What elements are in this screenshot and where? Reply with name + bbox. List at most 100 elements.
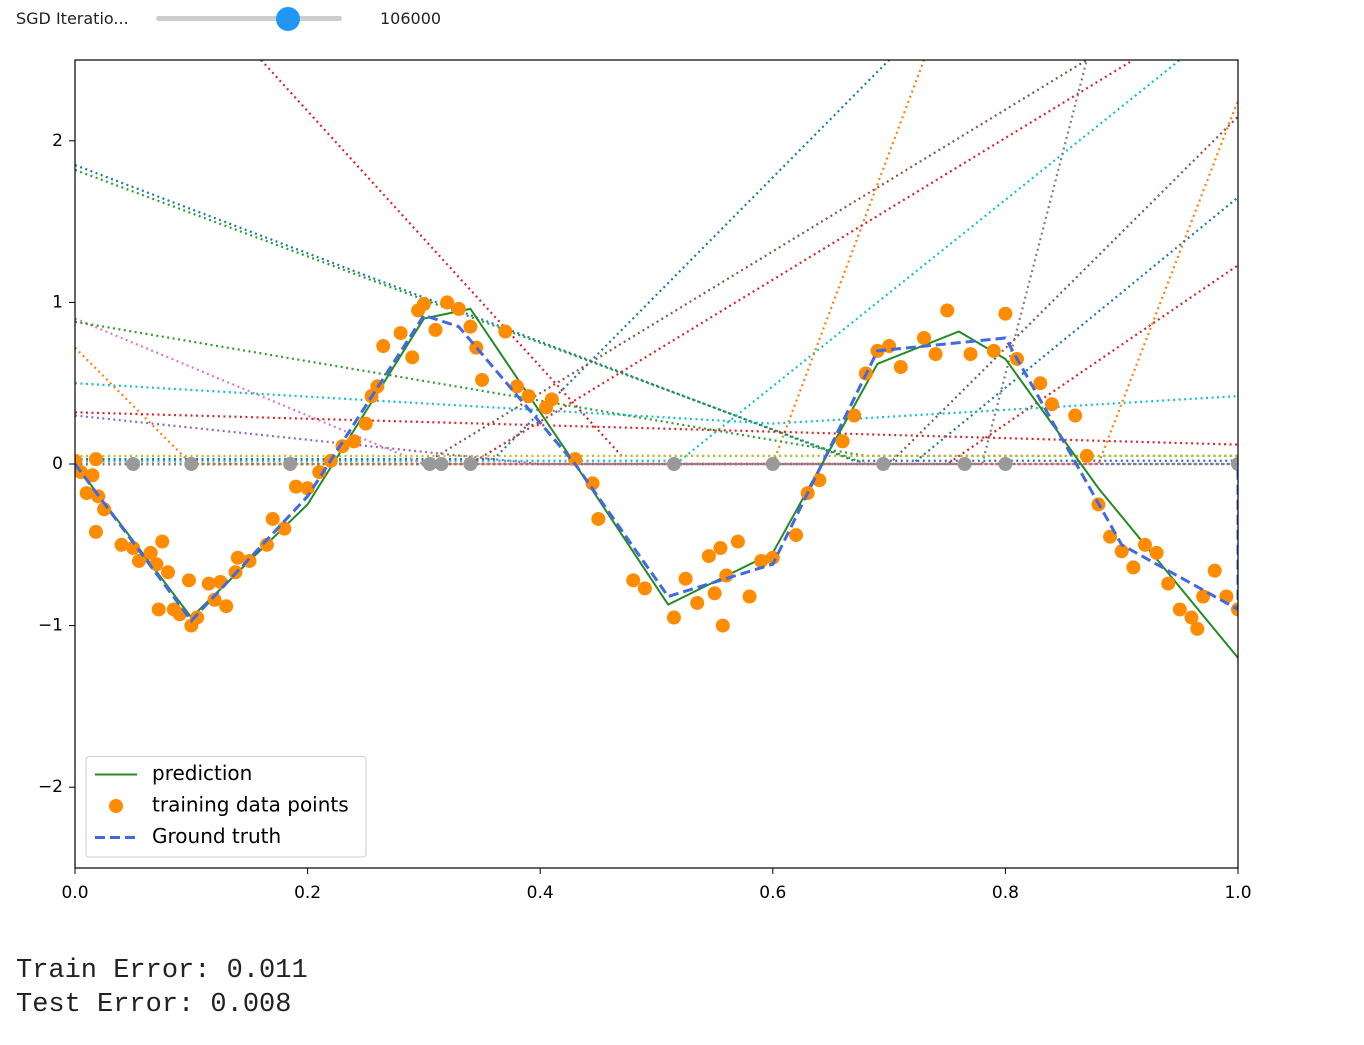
data-point — [85, 468, 100, 483]
data-point — [1190, 621, 1205, 636]
data-point — [765, 457, 780, 471]
data-point — [143, 545, 158, 560]
data-point — [1231, 602, 1238, 617]
data-point — [219, 599, 234, 614]
neuron-line — [75, 60, 1088, 466]
data-point — [626, 573, 641, 588]
neuron-line — [75, 60, 926, 466]
data-point — [79, 486, 94, 501]
x-tick-label: 0.2 — [294, 883, 321, 903]
data-point — [405, 350, 420, 365]
y-tick-label: 1 — [52, 292, 63, 312]
data-point — [1033, 376, 1048, 391]
plot-area — [75, 60, 1238, 659]
data-point — [690, 595, 705, 610]
neuron-line — [75, 100, 1238, 466]
data-point — [434, 457, 449, 471]
data-point — [1114, 544, 1129, 559]
data-point — [730, 534, 745, 549]
data-point — [131, 553, 146, 568]
data-point — [190, 610, 205, 625]
data-point — [1196, 589, 1211, 604]
data-point — [451, 301, 466, 316]
data-point — [288, 479, 303, 494]
data-point — [428, 322, 443, 337]
data-point — [277, 521, 292, 536]
data-point — [789, 528, 804, 543]
data-point — [585, 476, 600, 491]
data-point — [986, 343, 1001, 358]
neuron-line — [75, 115, 1238, 466]
test-error: Test Error: 0.008 — [16, 990, 292, 1020]
data-point — [88, 452, 103, 467]
x-tick-label: 1.0 — [1224, 883, 1251, 903]
legend-label: training data points — [152, 793, 349, 817]
data-point — [666, 610, 681, 625]
data-point — [201, 576, 216, 591]
data-point — [181, 573, 196, 588]
neuron-line — [75, 264, 1238, 466]
legend-label: Ground truth — [152, 824, 281, 848]
data-point — [1044, 397, 1059, 412]
data-point — [259, 537, 274, 552]
data-point — [283, 457, 298, 471]
data-point — [463, 457, 478, 471]
neuron-line — [75, 60, 1134, 466]
data-point — [754, 553, 769, 568]
y-tick-label: −1 — [38, 616, 63, 636]
data-point — [207, 592, 222, 607]
data-point — [835, 434, 850, 449]
data-point — [998, 306, 1013, 321]
data-point — [1126, 560, 1141, 575]
data-point — [1079, 448, 1094, 463]
neuron-line — [75, 196, 1238, 466]
y-tick-label: 2 — [52, 131, 63, 151]
data-point — [1172, 602, 1187, 617]
data-point — [940, 303, 955, 318]
data-point — [88, 524, 103, 539]
data-point — [300, 481, 315, 496]
x-tick-label: 0.0 — [61, 883, 88, 903]
neuron-line — [75, 411, 1238, 446]
neuron-line — [75, 60, 1088, 466]
data-point — [568, 452, 583, 467]
data-point — [114, 537, 129, 552]
neuron-line — [75, 164, 1238, 462]
neuron-line — [260, 60, 1238, 458]
data-point — [126, 457, 141, 471]
data-point — [765, 550, 780, 565]
data-point — [1149, 545, 1164, 560]
data-point — [928, 347, 943, 362]
data-point — [521, 389, 536, 404]
data-point — [126, 541, 141, 556]
data-point — [358, 416, 373, 431]
data-point — [893, 360, 908, 375]
data-point — [265, 511, 280, 526]
data-point — [161, 565, 176, 580]
data-point — [666, 457, 681, 471]
slider-thumb[interactable] — [276, 7, 300, 31]
x-tick-label: 0.6 — [759, 883, 786, 903]
data-point — [151, 602, 166, 617]
data-point — [422, 457, 437, 471]
slider-track[interactable] — [156, 16, 342, 21]
x-tick-label: 0.4 — [527, 883, 554, 903]
data-point — [475, 372, 490, 387]
data-point — [998, 457, 1013, 471]
data-point — [416, 297, 431, 312]
data-point — [347, 434, 362, 449]
series-line — [75, 307, 1238, 659]
data-point — [498, 324, 513, 339]
data-point — [544, 392, 559, 407]
legend-label: prediction — [152, 761, 252, 785]
data-point — [376, 339, 391, 354]
data-point — [509, 379, 524, 394]
data-point — [155, 534, 170, 549]
y-tick-label: 0 — [52, 454, 63, 474]
data-point — [957, 457, 972, 471]
data-point — [916, 330, 931, 345]
series-line — [75, 313, 1238, 624]
data-point — [701, 549, 716, 564]
neuron-line — [75, 60, 890, 461]
